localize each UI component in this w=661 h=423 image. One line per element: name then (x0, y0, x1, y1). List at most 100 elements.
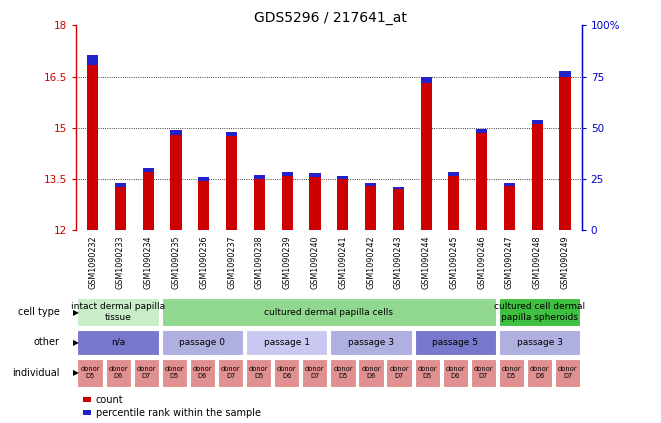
Text: GSM1090243: GSM1090243 (394, 235, 403, 289)
Bar (504, 183, 515, 186)
Text: intact dermal papilla
tissue: intact dermal papilla tissue (71, 302, 165, 322)
Text: GSM1090247: GSM1090247 (505, 235, 514, 289)
Text: passage 3: passage 3 (516, 338, 563, 347)
Text: GSM1090244: GSM1090244 (422, 235, 430, 289)
Text: passage 3: passage 3 (348, 338, 394, 347)
Bar (226, 132, 237, 136)
Bar (365, 183, 376, 186)
Bar (282, 172, 293, 176)
Text: n/a: n/a (111, 338, 126, 347)
Text: donor
D5: donor D5 (80, 366, 100, 379)
Text: GDS5296 / 217641_at: GDS5296 / 217641_at (254, 11, 407, 25)
Bar (198, 177, 210, 181)
Text: donor
D6: donor D6 (446, 366, 465, 379)
Bar (134, 359, 159, 387)
Bar (443, 359, 468, 387)
Bar (198, 181, 210, 230)
Text: GSM1090241: GSM1090241 (338, 235, 347, 289)
Bar (531, 120, 543, 124)
Bar (162, 359, 187, 387)
Bar (143, 168, 154, 172)
Bar (246, 359, 271, 387)
Text: donor
D6: donor D6 (529, 366, 549, 379)
Bar (531, 124, 543, 230)
Text: cell type: cell type (18, 307, 59, 317)
Text: passage 5: passage 5 (432, 338, 479, 347)
Bar (77, 330, 159, 355)
Bar (87, 65, 98, 230)
Bar (476, 133, 487, 230)
Text: cultured dermal papilla cells: cultured dermal papilla cells (264, 308, 393, 317)
Text: GSM1090248: GSM1090248 (533, 235, 542, 289)
Bar (337, 176, 348, 179)
Text: passage 0: passage 0 (179, 338, 225, 347)
Bar (162, 298, 496, 326)
Text: ▶: ▶ (73, 368, 79, 377)
Text: donor
D6: donor D6 (192, 366, 212, 379)
Bar (555, 359, 580, 387)
Text: GSM1090236: GSM1090236 (200, 235, 208, 289)
Bar (226, 136, 237, 230)
Text: percentile rank within the sample: percentile rank within the sample (96, 408, 261, 418)
Bar (476, 129, 487, 133)
Bar (448, 176, 459, 230)
Bar (414, 359, 440, 387)
Bar (115, 187, 126, 230)
Bar (393, 187, 404, 189)
Text: donor
D7: donor D7 (389, 366, 409, 379)
Text: GSM1090246: GSM1090246 (477, 235, 486, 289)
Text: donor
D5: donor D5 (333, 366, 353, 379)
Text: count: count (96, 395, 124, 404)
Bar (254, 179, 265, 230)
Bar (77, 359, 102, 387)
Bar (282, 176, 293, 230)
Bar (254, 175, 265, 179)
Bar (414, 330, 496, 355)
Text: GSM1090235: GSM1090235 (172, 235, 180, 289)
Text: donor
D5: donor D5 (502, 366, 522, 379)
Bar (471, 359, 496, 387)
Text: GSM1090233: GSM1090233 (116, 235, 125, 289)
Text: donor
D7: donor D7 (558, 366, 578, 379)
Bar (162, 330, 243, 355)
Bar (504, 186, 515, 230)
Bar (559, 77, 570, 230)
Bar (190, 359, 215, 387)
Bar (330, 330, 412, 355)
Bar (309, 173, 321, 177)
Text: ▶: ▶ (73, 338, 79, 347)
Text: GSM1090249: GSM1090249 (561, 235, 570, 289)
Bar (448, 172, 459, 176)
Bar (499, 359, 524, 387)
Text: GSM1090242: GSM1090242 (366, 235, 375, 289)
Bar (337, 179, 348, 230)
Bar (393, 189, 404, 230)
Bar (499, 330, 580, 355)
Text: GSM1090245: GSM1090245 (449, 235, 458, 289)
Text: cultured cell dermal
papilla spheroids: cultured cell dermal papilla spheroids (494, 302, 585, 322)
Bar (274, 359, 299, 387)
Text: other: other (34, 338, 59, 347)
Text: GSM1090240: GSM1090240 (311, 235, 319, 289)
Bar (387, 359, 412, 387)
Bar (218, 359, 243, 387)
Bar (420, 77, 432, 83)
Bar (115, 183, 126, 187)
Bar (358, 359, 383, 387)
Text: donor
D7: donor D7 (473, 366, 493, 379)
Bar (499, 298, 580, 326)
Bar (330, 359, 356, 387)
Bar (420, 83, 432, 230)
Bar (106, 359, 131, 387)
Text: ▶: ▶ (73, 308, 79, 317)
Bar (365, 186, 376, 230)
Text: donor
D6: donor D6 (361, 366, 381, 379)
Bar (527, 359, 552, 387)
Bar (87, 55, 98, 65)
Bar (302, 359, 327, 387)
Text: donor
D7: donor D7 (221, 366, 241, 379)
Bar (171, 135, 182, 230)
Bar (559, 71, 570, 77)
Text: donor
D6: donor D6 (108, 366, 128, 379)
Text: GSM1090234: GSM1090234 (143, 235, 153, 289)
